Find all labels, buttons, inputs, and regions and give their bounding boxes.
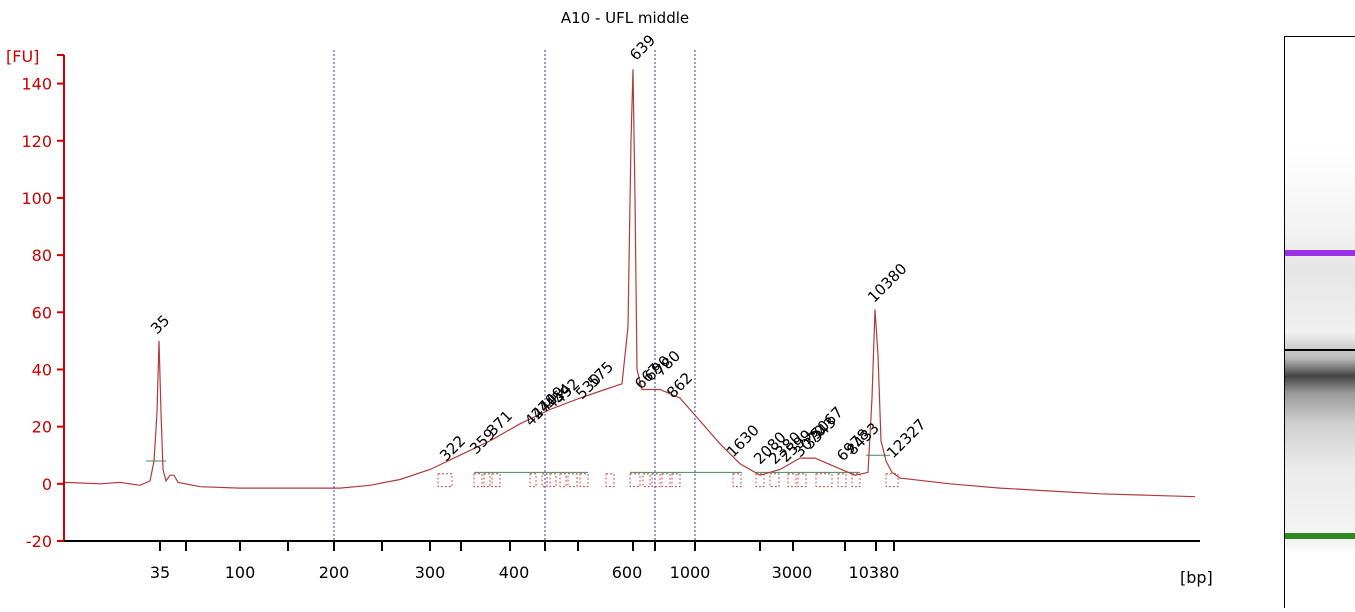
peak-region [483,473,491,488]
y-tick-label: 20 [32,418,52,437]
x-tick-label: 300 [415,563,446,582]
lower-marker-label: 35 [147,311,173,337]
axes: -20 0 20 40 60 80 100 120 140 35 100 200 300 400 600 10… [21,54,1200,582]
peak-region [787,473,797,488]
y-axis-label: [FU] [6,47,39,66]
peak-region [851,473,861,488]
peak-region [661,473,671,488]
peak-label: 8433 [843,419,883,459]
peak-region [491,473,501,488]
peak-region [559,473,567,488]
x-tick-label: 200 [319,563,350,582]
main-peak-label: 639 [626,31,659,64]
y-tick-label: 80 [32,246,52,265]
y-tick-label: 140 [21,75,52,94]
peak-region [605,473,615,488]
peak-region [755,473,765,488]
peak-region [671,473,681,488]
vertical-gridlines [333,50,696,541]
peak-label: 322 [436,432,469,465]
peak-region [567,473,578,488]
gel-lane-image [1285,147,1355,579]
x-tick-label: 10380 [849,563,900,582]
electropherogram-trace [64,69,1196,498]
peak-region [473,473,483,488]
peak-region [769,473,780,488]
x-axis-label: [bp] [1180,568,1213,587]
peak-region [642,473,651,488]
upper-marker-label: 10380 [864,260,910,306]
y-tick-label: 120 [21,132,52,151]
gel-lane-background [1285,147,1355,579]
y-tick-label: 60 [32,303,52,322]
peak-region [437,473,453,488]
peak-regions [146,454,899,488]
gel-lane [1284,36,1355,608]
trace-layer [64,69,1196,498]
gel-lower-marker-band [1285,533,1355,539]
peak-region [541,473,548,488]
peak-region [797,473,807,488]
gel-upper-marker-band [1285,250,1355,256]
peak-region [529,473,537,488]
chart-title: A10 - UFL middle [561,9,689,27]
y-tick-label: 100 [21,189,52,208]
y-tick-label: 40 [32,360,52,379]
peak-region [579,473,589,488]
y-tick-label: 0 [42,475,52,494]
x-tick-label: 3000 [772,563,813,582]
peak-label: 12327 [883,415,929,461]
chart-canvas: A10 - UFL middle [FU] [bp] -20 0 20 40 60 80 1… [6,9,1213,587]
x-tick-label: 100 [225,563,256,582]
gel-main-band [1285,349,1355,351]
x-tick-label: 400 [499,563,530,582]
y-tick-label: -20 [26,532,52,551]
x-tick-label: 35 [150,563,170,582]
x-tick-label: 600 [612,563,643,582]
peak-region [837,473,847,488]
peak-region [885,473,899,488]
peak-region [549,473,557,488]
peak-region [815,473,833,488]
peak-region [732,473,742,488]
peak-region [651,473,661,488]
peak-region [629,473,641,488]
x-tick-label: 1000 [670,563,711,582]
